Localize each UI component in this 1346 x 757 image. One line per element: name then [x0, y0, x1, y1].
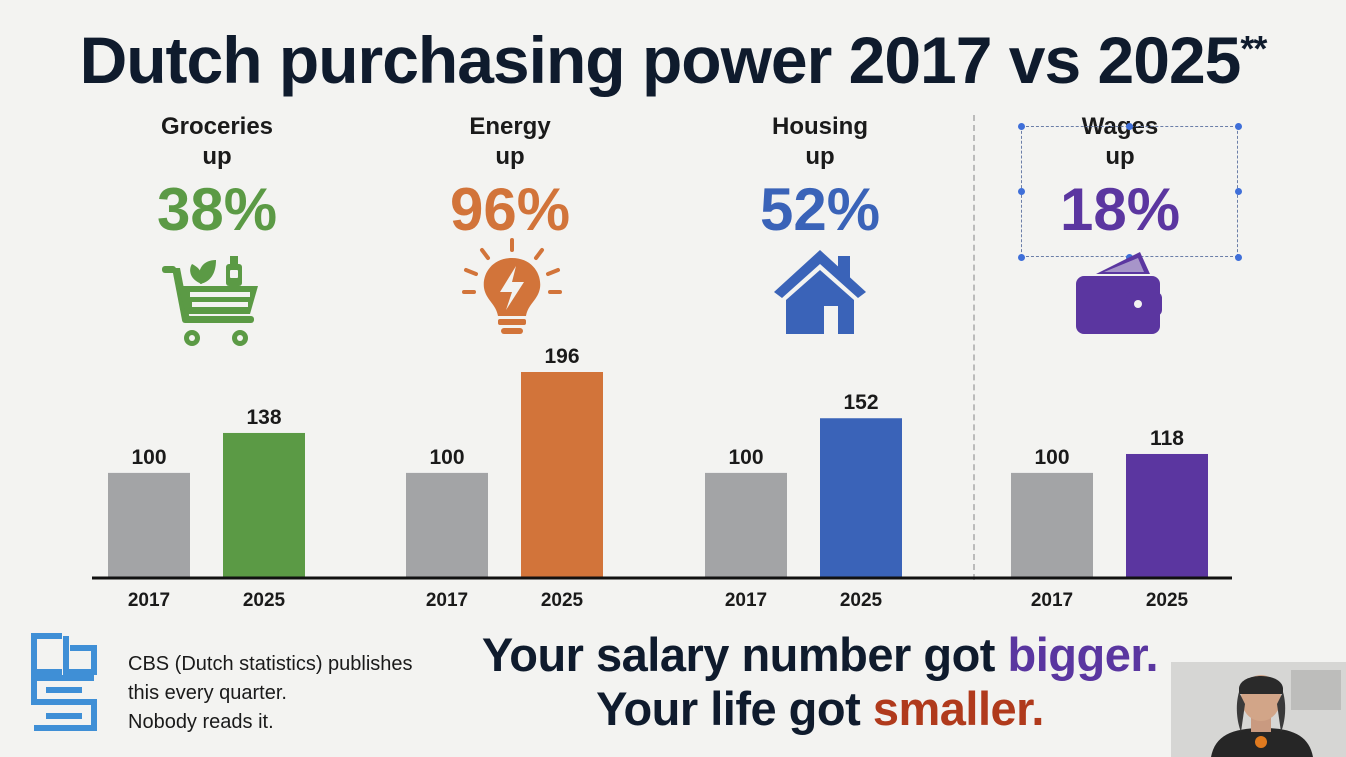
x-tick-label: 2017 — [1031, 590, 1073, 611]
bar-energy-2017 — [406, 472, 488, 578]
title-text: Dutch purchasing power 2017 vs 2025 — [79, 23, 1242, 97]
category-percent: 52% — [759, 176, 881, 243]
resize-handle[interactable] — [1018, 123, 1025, 130]
resize-handle[interactable] — [1018, 254, 1025, 261]
section-divider — [973, 115, 975, 580]
bar-value-label: 100 — [429, 446, 464, 469]
x-tick-label: 2025 — [541, 590, 584, 611]
resize-handle[interactable] — [1126, 123, 1133, 130]
category-direction: up — [805, 143, 835, 170]
bar-value-label: 100 — [728, 446, 763, 469]
bar-value-label: 152 — [843, 391, 878, 414]
bar-value-label: 118 — [1150, 427, 1184, 450]
resize-handle[interactable] — [1235, 188, 1242, 195]
cbs-logo — [31, 633, 97, 731]
bar-wages-2025 — [1126, 453, 1208, 578]
page-title: Dutch purchasing power 2017 vs 2025** — [0, 22, 1346, 98]
x-tick-label: 2025 — [1146, 590, 1189, 611]
house-icon — [774, 250, 866, 334]
category-label: Groceries — [160, 113, 274, 140]
slogan-line-1: Your salary number got bigger. — [440, 628, 1200, 682]
lightbulb-icon — [462, 238, 562, 334]
bar-value-label: 100 — [1034, 446, 1069, 469]
slogan-highlight-bigger: bigger. — [1007, 628, 1159, 681]
slogan-text: Your life got — [596, 682, 873, 735]
category-label: Energy — [469, 113, 551, 140]
category-direction: up — [495, 143, 525, 170]
category-label: Housing — [772, 113, 868, 140]
slogan-line-2: Your life got smaller. — [440, 682, 1200, 736]
x-tick-label: 2025 — [840, 590, 883, 611]
presenter-video — [1171, 662, 1346, 757]
source-line: Nobody reads it. — [128, 711, 274, 733]
category-direction: up — [202, 143, 232, 170]
bar-value-label: 100 — [131, 446, 166, 469]
bar-value-label: 196 — [544, 345, 579, 368]
x-tick-label: 2017 — [725, 590, 767, 611]
slogan-highlight-smaller: smaller. — [872, 682, 1045, 735]
source-note: CBS (Dutch statistics) publishes this ev… — [128, 650, 413, 737]
slogan: Your salary number got bigger. Your life… — [440, 628, 1200, 736]
bar-energy-2025 — [521, 372, 603, 578]
bar-value-label: 138 — [246, 406, 281, 429]
bar-groceries-2025 — [223, 432, 305, 578]
x-tick-label: 2017 — [426, 590, 468, 611]
shopping-cart-icon — [162, 256, 258, 346]
bar-housing-2017 — [705, 472, 787, 578]
category-direction: up — [1105, 143, 1135, 170]
resize-handle[interactable] — [1235, 254, 1242, 261]
webcam-overlay — [1171, 662, 1346, 757]
source-line: this every quarter. — [128, 682, 287, 704]
resize-handle[interactable] — [1018, 188, 1025, 195]
category-percent: 18% — [1059, 176, 1181, 243]
category-percent: 38% — [156, 176, 278, 243]
wallet-icon — [1076, 252, 1162, 334]
bar-housing-2025 — [820, 418, 902, 578]
x-tick-label: 2017 — [128, 590, 170, 611]
resize-handle[interactable] — [1235, 123, 1242, 130]
title-footnote-mark: ** — [1240, 28, 1267, 69]
x-tick-label: 2025 — [243, 590, 286, 611]
category-percent: 96% — [449, 176, 571, 243]
bar-wages-2017 — [1011, 472, 1093, 578]
slogan-text: Your salary number got — [481, 628, 1008, 681]
category-energy: Energy up 96% — [390, 112, 630, 246]
source-line: CBS (Dutch statistics) publishes — [128, 653, 413, 675]
category-housing: Housing up 52% — [700, 112, 940, 246]
bar-groceries-2017 — [108, 472, 190, 578]
bar-chart: 100 2017 138 2025 100 2017 196 2025 100 2017 152 20… — [92, 345, 1232, 611]
category-groceries: Groceries up 38% — [97, 112, 337, 246]
